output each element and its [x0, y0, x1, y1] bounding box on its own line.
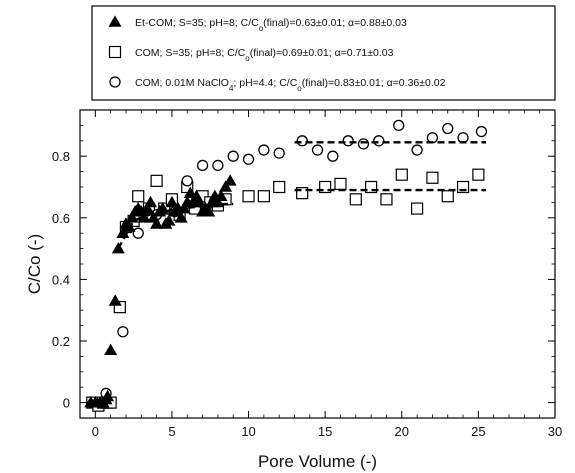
data-point: [212, 159, 224, 172]
x-tick-label: 20: [395, 424, 409, 439]
data-point: [273, 147, 285, 159]
legend-marker: [108, 45, 122, 59]
data-point: [122, 220, 136, 232]
x-tick-label: 15: [318, 424, 332, 439]
legend-entry: COM; 0.01M NaClO4; pH=4.4; C/Co(final)=0…: [135, 77, 446, 93]
plot-area: [79, 109, 556, 419]
data-point: [257, 190, 270, 203]
data-point: [441, 190, 454, 203]
x-tick-label: 10: [241, 424, 255, 439]
data-point: [242, 190, 255, 203]
data-point: [410, 202, 424, 215]
data-point: [140, 201, 154, 214]
y-tick-label: 0: [63, 396, 70, 411]
x-axis-title: Pore Volume (-): [258, 452, 377, 471]
data-point: [132, 227, 144, 239]
data-point: [143, 195, 158, 208]
legend-box: [91, 5, 556, 101]
data-point: [156, 201, 170, 214]
data-point: [202, 205, 216, 217]
data-point: [242, 153, 255, 165]
data-point: [132, 190, 145, 203]
data-marks: [84, 119, 488, 412]
data-point: [117, 326, 129, 338]
data-point: [104, 343, 118, 356]
data-point: [162, 214, 176, 226]
data-point: [101, 389, 115, 402]
data-point: [214, 189, 228, 202]
data-point: [296, 135, 308, 147]
y-axis-title: C/Co (-): [25, 234, 44, 294]
model-lines: [117, 141, 486, 250]
data-point: [357, 138, 370, 150]
data-point: [273, 180, 286, 194]
legend: Et-COM; S=35; pH=8; C/Co(final)=0.63±0.0…: [91, 5, 556, 101]
legend-entry: Et-COM; S=35; pH=8; C/Co(final)=0.63±0.0…: [135, 17, 407, 33]
data-point: [475, 125, 488, 138]
data-point: [196, 159, 209, 172]
legend-entry: COM; S=35; pH=8; C/Co(final)=0.69±0.01; …: [135, 47, 394, 63]
data-point: [349, 193, 362, 206]
data-point: [456, 180, 470, 194]
data-point: [365, 180, 378, 194]
data-point: [227, 150, 239, 162]
data-point: [137, 211, 151, 223]
x-tick-label: 25: [471, 424, 485, 439]
data-point: [181, 175, 193, 187]
data-point: [258, 144, 270, 156]
data-point: [411, 144, 423, 156]
data-point: [219, 180, 233, 192]
legend-marker: [109, 76, 121, 88]
plot-frame: [79, 109, 556, 419]
data-point: [472, 168, 485, 181]
data-point: [442, 122, 454, 135]
data-point: [395, 168, 408, 181]
y-tick-label: 0.6: [52, 211, 70, 226]
y-tick-label: 0.8: [52, 149, 70, 164]
data-point: [223, 174, 237, 186]
data-point: [342, 135, 354, 147]
data-point: [296, 187, 309, 200]
data-point: [393, 119, 405, 132]
model-fit-line: [117, 202, 234, 250]
data-point: [183, 186, 197, 198]
data-point: [174, 211, 188, 223]
x-tick-label: 0: [92, 424, 99, 439]
data-point: [113, 301, 126, 314]
data-point: [334, 177, 347, 191]
y-tick-label: 0.2: [52, 334, 70, 349]
x-tick-label: 30: [548, 424, 562, 439]
data-point: [426, 171, 439, 184]
data-point: [150, 174, 163, 187]
data-point: [165, 195, 179, 208]
data-point: [380, 193, 393, 206]
legend-marker: [108, 15, 122, 27]
data-point: [150, 217, 164, 229]
data-point: [327, 150, 339, 162]
data-point: [373, 135, 385, 147]
data-point: [108, 294, 122, 306]
data-point: [319, 180, 332, 194]
data-point: [311, 144, 324, 156]
y-tick-label: 0.4: [52, 272, 70, 287]
x-tick-label: 5: [168, 424, 175, 439]
axes: 0 5 10 15 20 25 30 0 0.2 0.4 0.6 0.8: [52, 110, 562, 439]
